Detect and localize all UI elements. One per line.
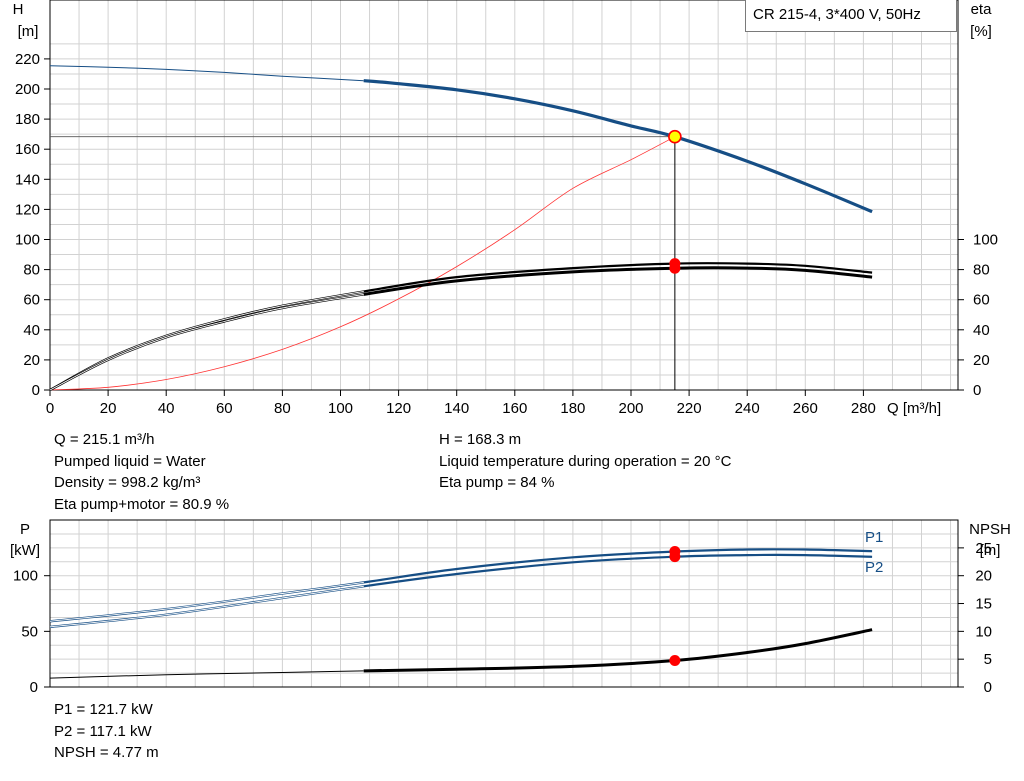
info-flow: Q = 215.1 m³/h — [54, 431, 155, 448]
x-tick-label: 180 — [560, 400, 585, 417]
eta-total-marker — [669, 262, 681, 274]
info-liquid-temperature: Liquid temperature during operation = 20… — [439, 452, 732, 470]
y-tick-label-right: 20 — [975, 568, 992, 585]
y-axis-unit-eta: [%] — [970, 23, 992, 40]
y-tick-label-right: 15 — [975, 596, 992, 613]
x-tick-label: 80 — [274, 400, 291, 417]
duty-info-right: H = 168.3 m Liquid temperature during op… — [439, 429, 731, 494]
y-tick-label-left: 0 — [32, 382, 40, 399]
p2-curve — [363, 553, 873, 588]
y-axis-unit-npsh: [m] — [980, 542, 1001, 559]
y-tick-label-left: 0 — [30, 679, 38, 696]
x-tick-label: 20 — [100, 400, 117, 417]
duty-point-marker — [668, 129, 682, 144]
info-p1: P1 = 121.7 kW — [54, 701, 153, 718]
x-tick-label: 240 — [735, 400, 760, 417]
p2-curve-core — [49, 585, 364, 628]
eta-pump-curve-core — [49, 290, 364, 391]
grid — [49, 0, 958, 688]
x-tick-label: 220 — [677, 400, 702, 417]
p1-curve-thin — [49, 581, 364, 623]
system-curve — [49, 136, 676, 391]
x-axis-label-q: Q [m³/h] — [887, 400, 941, 417]
head-curve — [363, 79, 873, 214]
y-axis-label-npsh: NPSH — [969, 521, 1011, 538]
y-tick-label-right: 40 — [973, 322, 990, 339]
x-tick-label: 160 — [502, 400, 527, 417]
power-info: P1 = 121.7 kW P2 = 117.1 kW NPSH = 4.77 … — [54, 699, 159, 764]
y-tick-label-left: 50 — [21, 623, 38, 640]
info-npsh: NPSH = 4.77 m — [54, 744, 159, 761]
y-tick-label-right: 80 — [973, 262, 990, 279]
y-tick-label-left: 100 — [15, 232, 40, 249]
y-tick-label-right: 10 — [975, 623, 992, 640]
y-tick-label-left: 60 — [23, 292, 40, 309]
npsh-marker — [669, 654, 681, 666]
y-tick-label-left: 180 — [15, 111, 40, 128]
y-axis-label-h: H — [13, 1, 24, 18]
curves — [49, 65, 873, 679]
y-tick-label-right: 20 — [973, 352, 990, 369]
series-label-p2: P2 — [865, 559, 883, 576]
series-label-p1: P1 — [865, 529, 883, 546]
eta-total-curve — [363, 266, 873, 296]
info-density: Density = 998.2 kg/m³ — [54, 474, 201, 491]
y-tick-label-left: 40 — [23, 322, 40, 339]
npsh-curve — [363, 628, 873, 673]
p1-curve — [363, 548, 873, 584]
y-tick-label-right: 60 — [973, 292, 990, 309]
tick-labels: 0 20 40 60 80 100 120 140 160 180 200 220 240 260 2800… — [13, 51, 998, 696]
y-tick-label-left: 120 — [15, 201, 40, 218]
eta-total-curve-thin — [49, 293, 364, 391]
info-head: H = 168.3 m — [439, 431, 522, 448]
plot-frame-top — [49, 0, 959, 391]
x-tick-label: 0 — [46, 400, 54, 417]
p2-curve-thin — [49, 585, 364, 628]
info-eta-pump: Eta pump = 84 % — [439, 474, 555, 491]
x-tick-label: 100 — [328, 400, 353, 417]
y-tick-label-left: 100 — [13, 568, 38, 585]
head-curve-thin — [49, 65, 364, 82]
y-tick-label-right: 0 — [984, 679, 992, 696]
npsh-curve-thin — [49, 670, 364, 679]
y-tick-label-left: 160 — [15, 141, 40, 158]
x-tick-label: 260 — [793, 400, 818, 417]
y-tick-label-left: 220 — [15, 51, 40, 68]
x-tick-label: 200 — [618, 400, 643, 417]
duty-info-left: Q = 215.1 m³/h Pumped liquid = Water Den… — [54, 429, 229, 515]
x-tick-label: 40 — [158, 400, 175, 417]
eta-total-curve-core — [49, 293, 364, 391]
axes — [49, 0, 959, 688]
pump-model-label: CR 215-4, 3*400 V, 50Hz — [753, 6, 921, 23]
y-tick-label-right: 5 — [984, 651, 992, 668]
y-tick-label-right: 0 — [973, 382, 981, 399]
y-axis-unit-h: [m] — [18, 23, 39, 40]
pump-model-box: CR 215-4, 3*400 V, 50Hz — [745, 0, 957, 32]
y-axis-label-eta: eta — [971, 1, 993, 18]
y-tick-label-left: 200 — [15, 81, 40, 98]
x-tick-label: 280 — [851, 400, 876, 417]
y-axis-label-p: P — [20, 521, 30, 538]
p1-curve-core — [49, 581, 364, 622]
y-axis-unit-p: [kW] — [10, 542, 40, 559]
x-tick-label: 120 — [386, 400, 411, 417]
axis-labels: H [m] eta [%] Q [m³/h] P [kW] NPSH [m] P… — [10, 1, 1011, 576]
p2-marker — [669, 551, 681, 563]
duty-markers — [50, 129, 682, 666]
y-tick-label-left: 140 — [15, 171, 40, 188]
info-pumped-liquid: Pumped liquid = Water — [54, 452, 206, 470]
eta-pump-curve — [363, 262, 873, 293]
y-tick-label-right: 100 — [973, 232, 998, 249]
x-tick-label: 140 — [444, 400, 469, 417]
y-tick-label-left: 20 — [23, 352, 40, 369]
info-p2: P2 = 117.1 kW — [54, 722, 152, 740]
x-tick-label: 60 — [216, 400, 233, 417]
y-tick-label-left: 80 — [23, 262, 40, 279]
y-tick-label-right: 25 — [975, 540, 992, 557]
info-eta-pump-motor: Eta pump+motor = 80.9 % — [54, 495, 230, 513]
